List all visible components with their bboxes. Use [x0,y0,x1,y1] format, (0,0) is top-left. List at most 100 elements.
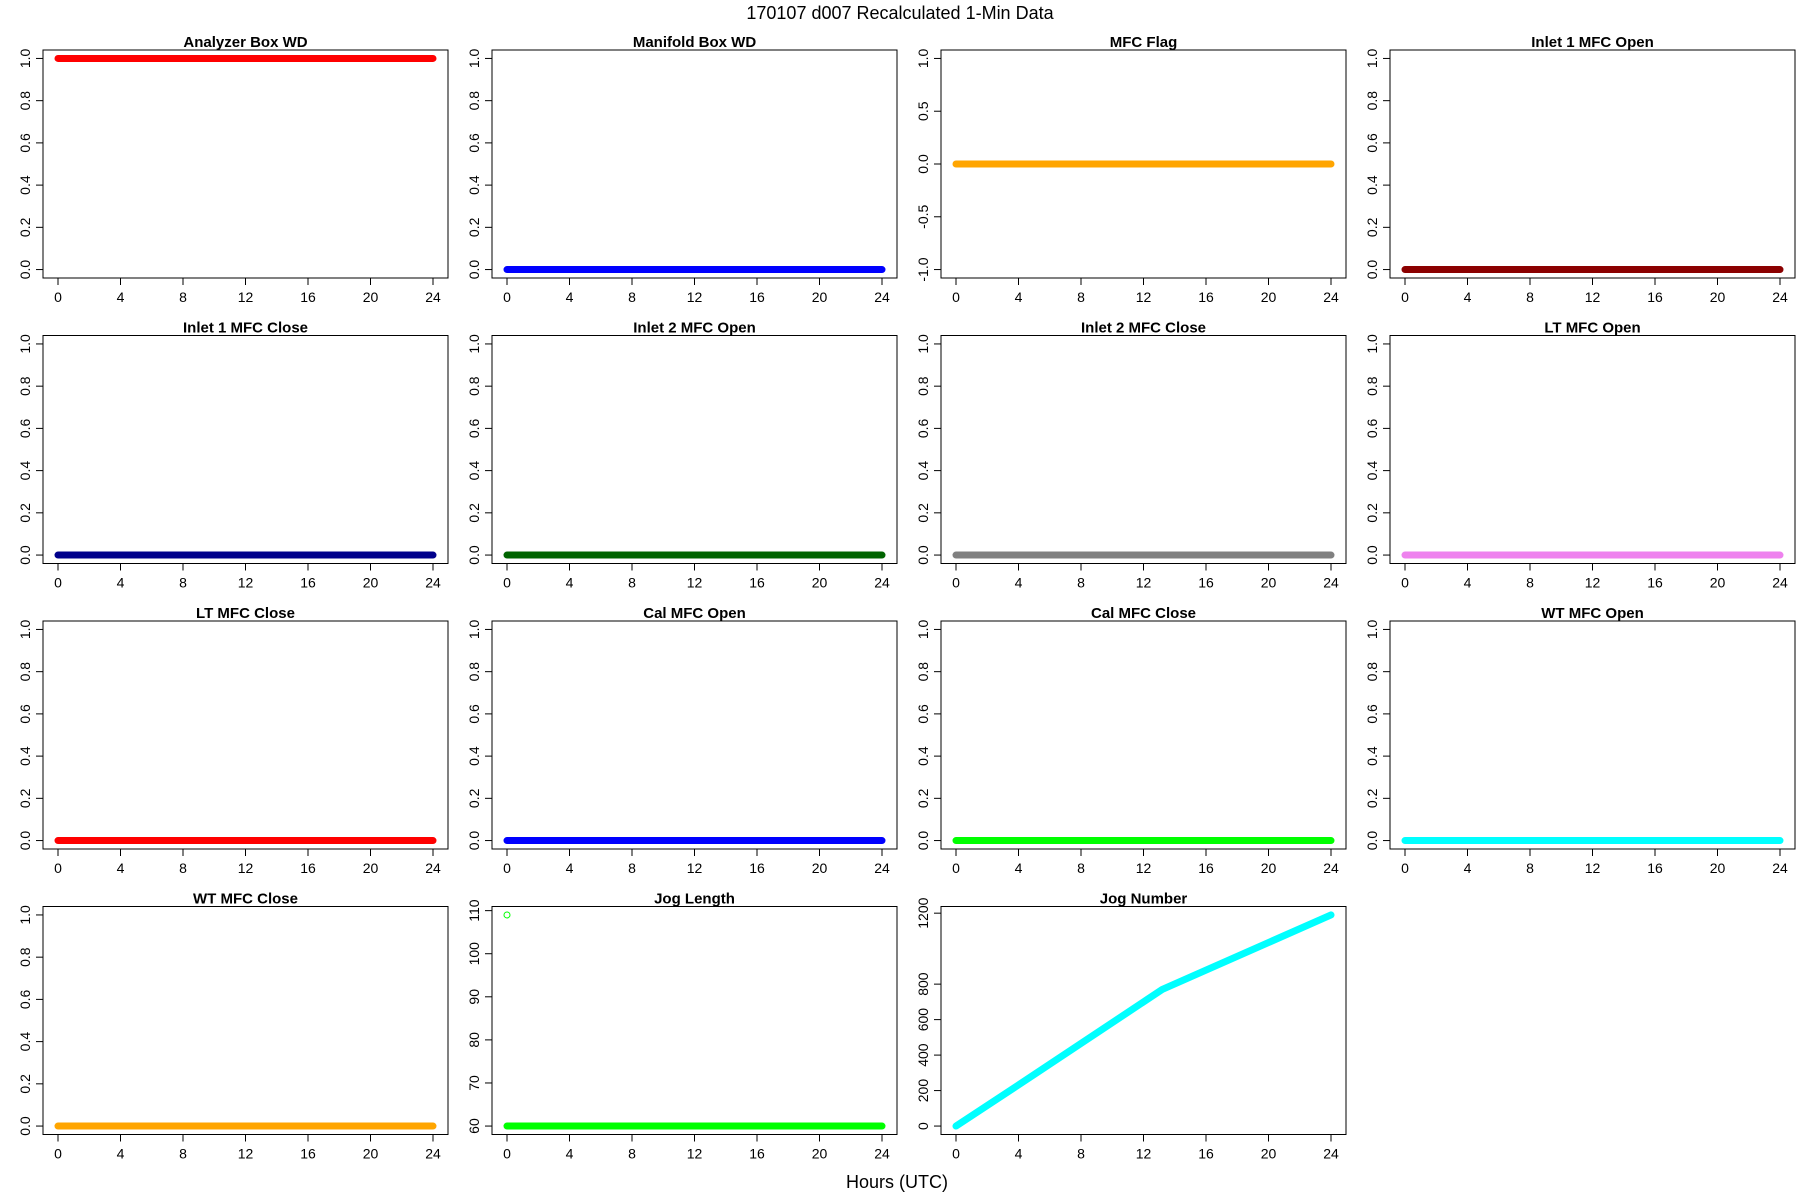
x-tick-label: 12 [1585,860,1601,876]
y-tick-label: 70 [466,1075,482,1091]
y-tick-label: 0.0 [466,831,482,851]
x-tick-label: 16 [1647,575,1663,591]
y-tick-label: 0.4 [915,746,931,766]
y-tick-label: 1.0 [915,334,931,354]
x-tick-label: 20 [1710,289,1726,305]
x-tick-label: 16 [749,289,765,305]
y-tick-label: 0.6 [466,133,482,153]
y-tick-label: 0.2 [1364,788,1380,808]
y-tick-label: 600 [915,1008,931,1032]
y-tick-label: 0.6 [1364,704,1380,724]
y-tick-label: 1.0 [915,49,931,69]
x-tick-label: 12 [238,860,254,876]
x-tick-label: 0 [54,1146,62,1162]
x-tick-label: 20 [1261,860,1277,876]
figure-title: 170107 d007 Recalculated 1-Min Data [746,3,1054,23]
x-tick-label: 16 [749,860,765,876]
y-tick-label: 0.0 [466,260,482,280]
x-tick-label: 16 [1647,860,1663,876]
y-tick-label: 1.0 [915,620,931,640]
y-tick-label: 0.6 [1364,133,1380,153]
x-tick-label: 0 [54,860,62,876]
x-tick-label: 24 [874,575,890,591]
x-tick-label: 24 [874,289,890,305]
y-tick-label: 1.0 [17,905,33,925]
y-tick-label: 0.0 [17,831,33,851]
x-tick-label: 16 [300,289,316,305]
x-tick-label: 20 [812,860,828,876]
y-tick-label: 0.8 [915,376,931,396]
x-tick-label: 12 [238,575,254,591]
x-tick-label: 0 [503,575,511,591]
y-tick-label: 0.2 [915,788,931,808]
x-tick-label: 20 [1710,575,1726,591]
plot-frame [491,49,898,279]
y-tick-label: 0.8 [1364,91,1380,111]
x-tick-label: 20 [363,1146,379,1162]
y-tick-label: 0.2 [17,217,33,237]
y-tick-label: 0.4 [17,1032,33,1052]
plot-frame [491,335,898,564]
x-tick-label: 16 [1198,289,1214,305]
x-tick-label: 12 [687,860,703,876]
y-tick-label: 0.8 [17,376,33,396]
x-tick-label: 24 [425,860,441,876]
x-tick-label: 0 [952,575,960,591]
y-tick-label: 0.2 [466,503,482,523]
y-tick-label: 0.6 [466,418,482,438]
x-tick-label: 4 [1015,860,1023,876]
x-tick-label: 8 [1077,860,1085,876]
x-tick-label: 8 [179,860,187,876]
x-tick-label: 4 [1464,860,1472,876]
y-tick-label: 0.6 [915,704,931,724]
x-tick-label: 20 [812,575,828,591]
x-tick-label: 12 [1136,575,1152,591]
x-tick-label: 0 [503,1146,511,1162]
y-tick-label: 0.8 [1364,662,1380,682]
y-tick-label: 0.4 [915,461,931,481]
panel-title: Manifold Box WD [633,34,756,51]
x-tick-label: 12 [238,289,254,305]
y-tick-label: 100 [466,942,482,966]
panel-title: WT MFC Open [1541,605,1643,622]
y-tick-label: 1.0 [466,620,482,640]
x-tick-label: 8 [1077,289,1085,305]
x-axis-label: Hours (UTC) [846,1172,948,1192]
y-tick-label: 110 [466,899,482,922]
y-tick-label: 0.8 [17,947,33,967]
panel-title: Jog Length [654,891,735,908]
panel-title: Cal MFC Close [1091,605,1196,622]
x-tick-label: 24 [1772,860,1788,876]
x-tick-label: 4 [1015,575,1023,591]
panel-title: Jog Number [1100,891,1188,908]
x-tick-label: 4 [566,575,574,591]
x-tick-label: 24 [425,289,441,305]
x-tick-label: 12 [1136,1146,1152,1162]
y-tick-label: 0.5 [915,101,931,121]
y-tick-label: 0.8 [17,662,33,682]
y-tick-label: 90 [466,989,482,1005]
x-tick-label: 24 [874,860,890,876]
y-tick-label: 0.2 [17,1074,33,1094]
y-tick-label: 1.0 [1364,334,1380,354]
y-tick-label: 80 [466,1032,482,1048]
x-tick-label: 8 [1526,289,1534,305]
x-tick-label: 0 [952,860,960,876]
x-tick-label: 8 [628,1146,636,1162]
y-tick-label: 0.4 [1364,461,1380,481]
plot-frame [1389,335,1796,564]
y-tick-label: 0.4 [1364,175,1380,195]
x-tick-label: 24 [1323,1146,1339,1162]
x-tick-label: 8 [628,860,636,876]
x-tick-label: 16 [749,1146,765,1162]
x-tick-label: 0 [1401,860,1409,876]
y-tick-label: 1.0 [17,49,33,69]
y-tick-label: 0.0 [17,1116,33,1136]
x-tick-label: 8 [1077,1146,1085,1162]
plot-frame [1389,49,1796,279]
plot-frame [42,620,449,850]
y-tick-label: 60 [466,1118,482,1134]
x-tick-label: 4 [566,860,574,876]
